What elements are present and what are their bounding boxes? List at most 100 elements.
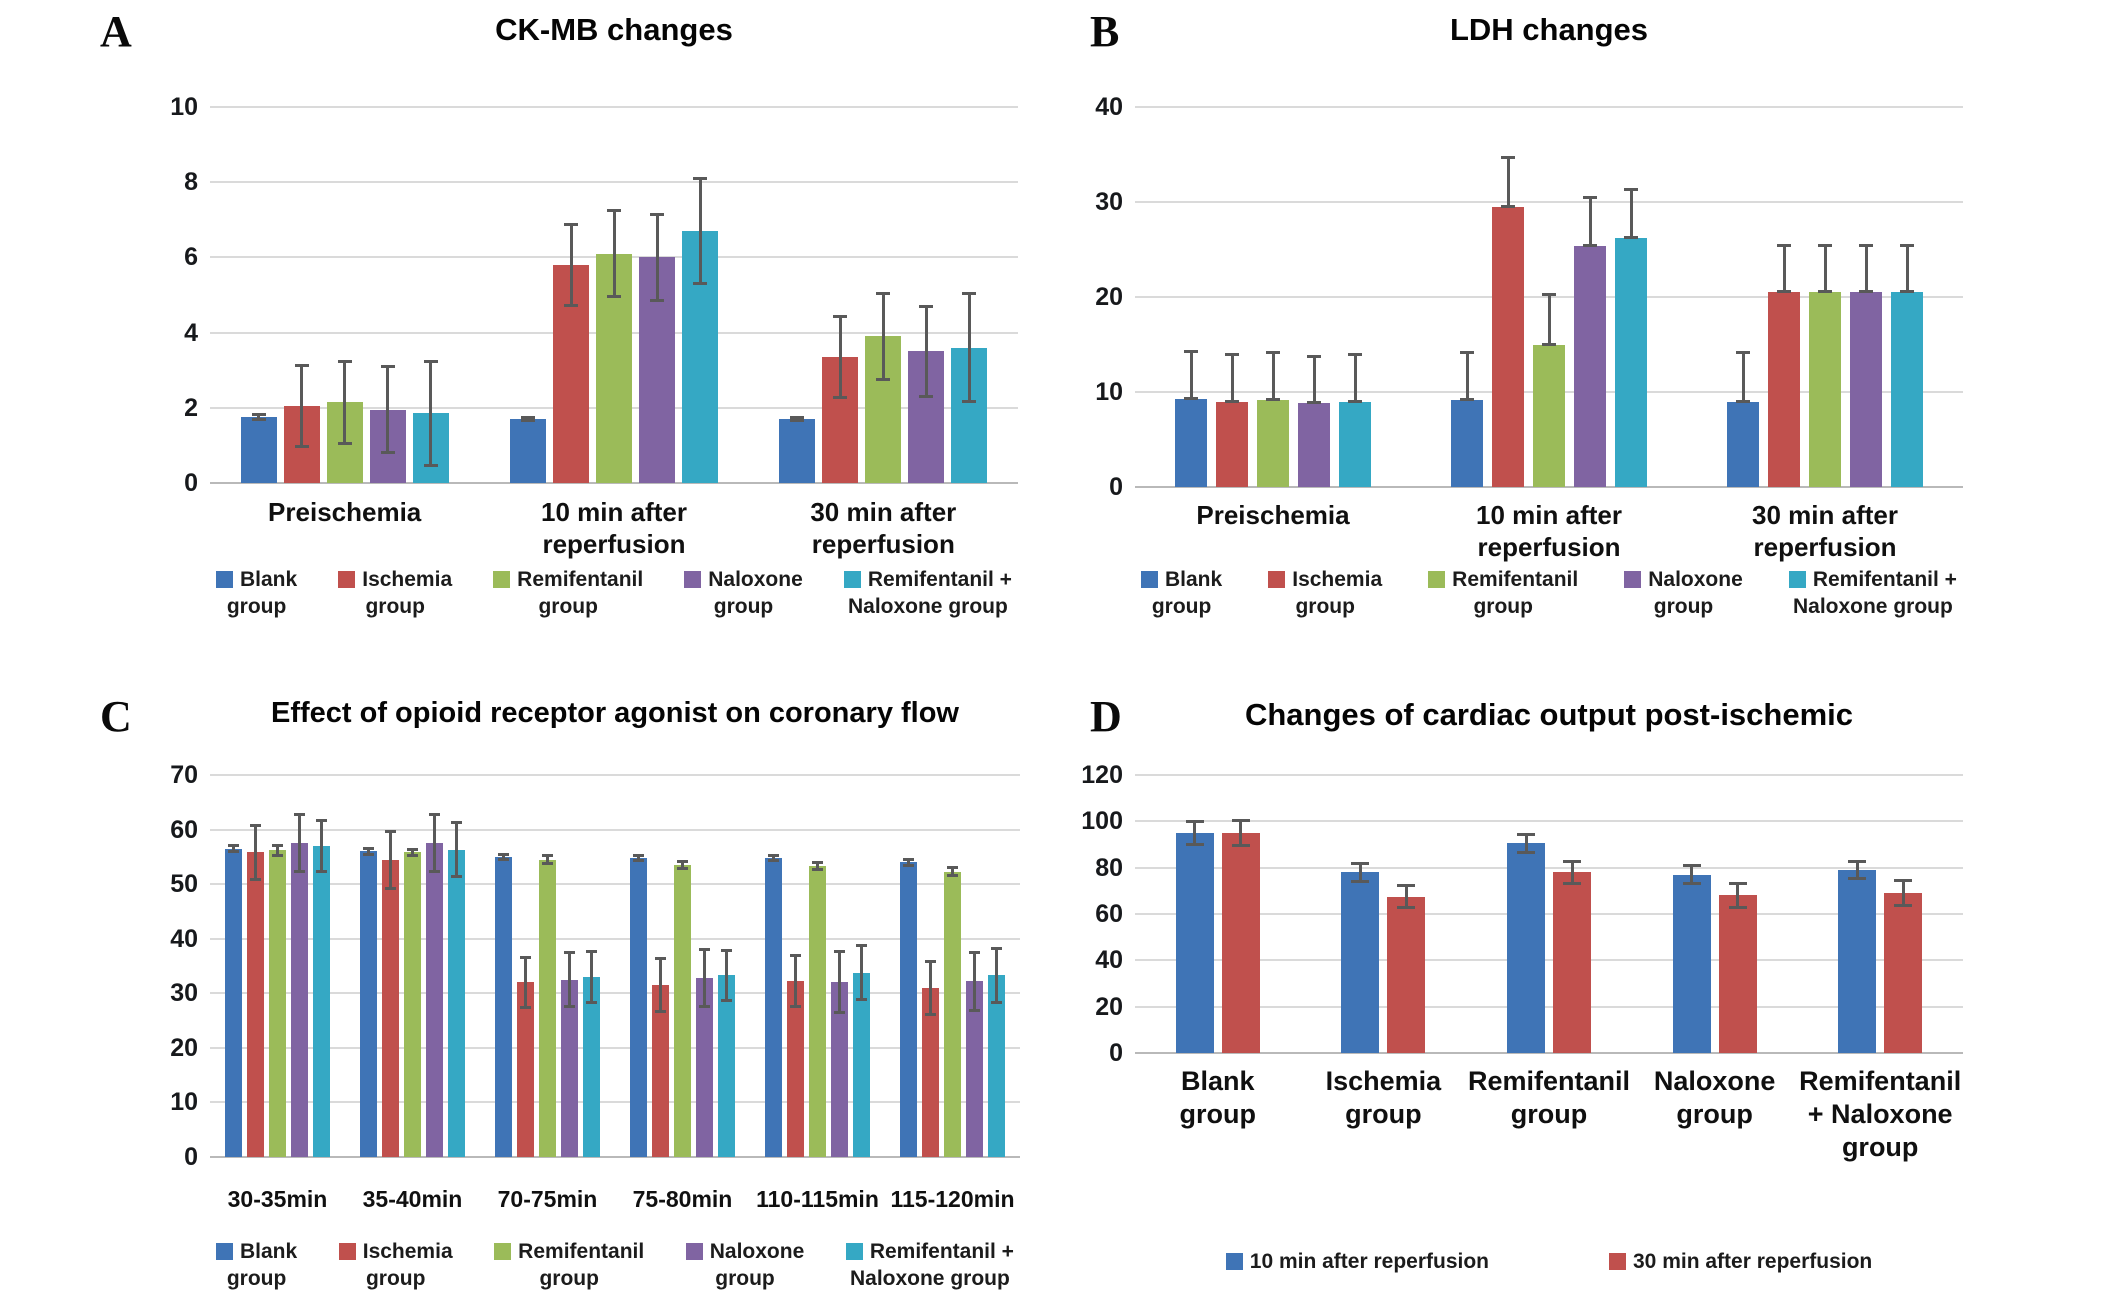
legend-label: Ischemia [362,1240,453,1263]
error-bar [838,951,841,1014]
y-tick-label: 120 [1081,761,1123,789]
error-bar [860,945,863,1000]
error-bar-cap [1682,881,1701,885]
error-bar [816,862,819,870]
error-bar-cap [1542,342,1556,346]
error-bar [569,223,573,307]
legend-label: Remifentanil [518,1240,645,1263]
plot-area-b: 0 10 20 30 40 [1095,93,1963,501]
error-bar-cap [925,1013,936,1017]
error-bar-cap [272,853,283,857]
error-bar [254,825,257,880]
error-bar [298,814,301,873]
bar [240,417,277,483]
error-bar-cap [429,812,440,816]
error-bar-cap [1777,243,1791,247]
x-category-label: Remifentanil group [1467,1066,1630,1129]
error-bar [1353,354,1357,403]
legend-swatch-icon [1141,571,1158,589]
legend-entry: Blank [216,566,297,593]
error-bar-cap [251,418,266,422]
legend-entry: Remifentanil [493,566,643,593]
error-bar-cap [520,955,531,959]
error-bar-cap [1624,187,1638,191]
error-bar [367,848,370,855]
gridline [1135,866,1963,869]
bar [966,981,983,1157]
bar [1838,869,1877,1053]
error-bar-cap [947,866,958,870]
y-tick-label: 40 [1095,946,1123,975]
legend-label-line2: group [226,1267,287,1291]
x-axis-line [1135,486,1963,488]
error-bar [1506,157,1510,207]
error-bar-cap [1894,879,1913,883]
gridline [210,1101,1020,1104]
legend-item: Naloxone group [684,566,803,621]
legend-label-line2: group [715,1267,775,1291]
bar [674,865,691,1157]
x-category-label: Preischemia [1196,500,1350,530]
error-bar-cap [991,946,1002,950]
error-bar [907,859,910,866]
error-bar-cap [337,359,352,363]
legend-d: 10 min after reperfusion 30 min after rep… [1135,1248,1963,1275]
error-bar-cap [655,956,666,960]
error-bar-cap [919,394,934,398]
x-category-label: 110-115min [756,1186,879,1212]
bar [1672,874,1711,1053]
error-bar-cap [586,950,597,954]
y-tick-label: 30 [170,979,198,1008]
gridline [210,774,1020,776]
bar [1387,896,1426,1053]
legend-label: Blank [1165,568,1223,591]
gridline [1135,959,1963,962]
legend-label: Remifentanil + [867,568,1012,591]
error-bar-cap [250,824,261,828]
legend-item: Ischemia group [338,566,452,621]
gridline [1135,106,1963,108]
bar [426,842,443,1157]
plot-area-a: 0 2 4 6 8 10 [170,93,1018,497]
panel-a: A CK-MB changes 0 2 4 6 8 10 Blank group Ischem… [80,0,1070,660]
error-bar-cap [451,821,462,825]
x-axis-line [1135,1052,1963,1054]
bar [988,975,1005,1157]
legend-swatch-icon [493,571,511,589]
error-bar-cap [969,1008,980,1012]
legend-entry: Ischemia [1268,566,1382,593]
error-bar [1230,354,1234,402]
error-bar [411,848,414,857]
error-bar-cap [1777,290,1791,294]
error-bar-cap [962,292,977,296]
legend-label-line2: group [539,1267,599,1291]
bar [922,987,939,1157]
y-tick-label: 2 [184,393,198,422]
error-bar-cap [677,860,688,864]
error-bar-cap [228,843,239,847]
panel-title-d: Changes of cardiac output post-ischemic [1244,697,1854,732]
legend-label: Blank [240,568,298,591]
error-bar-cap [380,450,395,454]
error-bar-cap [1583,196,1597,200]
error-bar-cap [1624,236,1638,240]
error-bar [590,951,593,1003]
error-bar [389,830,392,889]
legend-b: Blank group Ischemia group Remifentanil group… [1135,566,1963,621]
error-bar-cap [903,858,914,862]
legend-swatch-icon [338,571,356,589]
y-tick-label: 0 [1109,1039,1123,1067]
x-category-label: 75-80min [632,1186,733,1212]
legend-swatch-icon [1624,571,1642,589]
y-tick-label: 30 [1095,188,1123,216]
gridline [210,992,1020,995]
error-bar-cap [1184,396,1198,400]
error-bar [568,952,571,1007]
error-bar [951,867,954,876]
gridline [210,181,1018,184]
error-bar-cap [607,294,621,298]
legend-label: Ischemia [1292,568,1383,591]
gridline [1135,1005,1963,1008]
error-bar-cap [790,954,801,958]
error-bar-cap [856,997,867,1001]
